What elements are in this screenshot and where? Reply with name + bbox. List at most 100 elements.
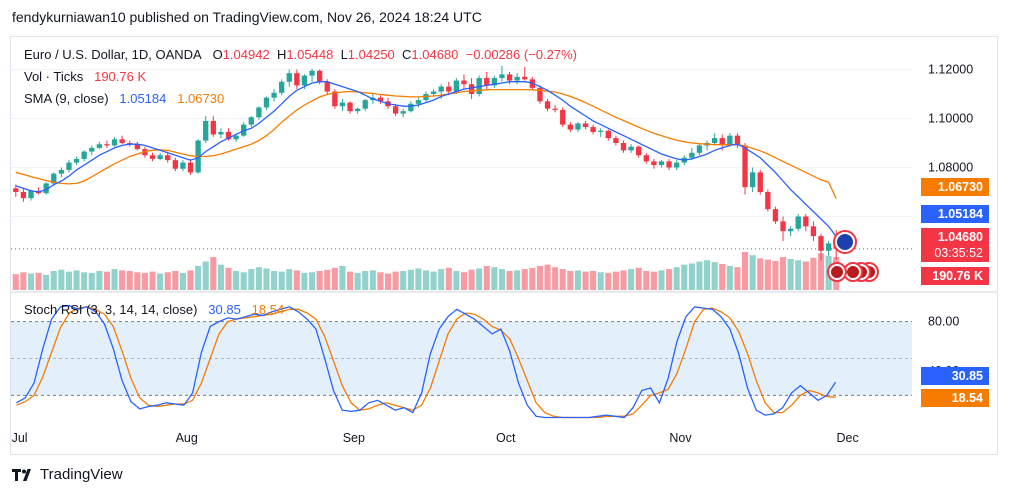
volume-bar	[35, 272, 42, 290]
grid	[11, 69, 997, 293]
candle-body	[491, 78, 498, 86]
stoch-lines	[16, 304, 837, 419]
volume-bar	[81, 272, 88, 290]
volume-bars	[12, 252, 840, 290]
candle-body	[392, 106, 399, 114]
candle-body	[66, 162, 72, 170]
candle-body	[674, 162, 680, 168]
volume-bar	[20, 272, 27, 290]
candle-body	[628, 146, 634, 151]
candle-body	[484, 78, 490, 86]
volume-bar	[582, 271, 589, 290]
volume-row: Vol · Ticks 190.76 K	[24, 66, 577, 88]
volume-bar	[590, 271, 597, 290]
volume-bar	[111, 269, 118, 290]
volume-bar	[43, 274, 50, 290]
candle-body	[696, 145, 703, 153]
volume-bar	[331, 267, 338, 290]
symbol-label[interactable]: Euro / U.S. Dollar, 1D, OANDA	[24, 47, 202, 62]
candle-body	[43, 183, 49, 194]
brand-label[interactable]: TradingView	[40, 466, 123, 483]
volume-bar	[65, 271, 73, 290]
volume-bar	[483, 265, 490, 290]
volume-bar	[202, 261, 209, 290]
price-tick-label: 1.08000	[928, 161, 973, 175]
candle-body	[347, 102, 353, 112]
candle-body	[795, 216, 801, 229]
candle-body	[468, 84, 475, 94]
candle-body	[165, 155, 171, 161]
volume-bar	[650, 271, 657, 290]
volume-bar	[248, 269, 255, 290]
volume-bar	[217, 264, 224, 290]
volume-value: 190.76 K	[94, 69, 147, 84]
candle-body	[749, 172, 756, 188]
volume-bar	[240, 272, 247, 290]
open-label: O	[212, 47, 223, 62]
candle-body	[727, 135, 733, 145]
candle-body	[187, 162, 194, 173]
volume-bar	[58, 269, 65, 290]
volume-bar	[88, 272, 95, 290]
candle-body	[218, 131, 224, 135]
footer: TradingView	[12, 466, 123, 483]
volume-bar	[27, 273, 35, 290]
volume-bar	[415, 268, 422, 290]
volume-bar	[726, 265, 733, 290]
candle-body	[506, 74, 513, 81]
low-label: L	[340, 47, 348, 62]
candle-body	[294, 73, 300, 86]
volume-bar	[271, 271, 278, 290]
candle-body	[400, 111, 406, 114]
volume-bar	[438, 269, 445, 290]
volume-bar	[422, 270, 430, 290]
candle-body	[279, 81, 285, 93]
volume-bar	[195, 265, 202, 290]
volume-bar	[119, 270, 126, 290]
candle-body	[119, 139, 125, 143]
volume-bar	[719, 264, 726, 290]
volume-label[interactable]: Vol · Ticks	[24, 69, 84, 84]
volume-bar	[552, 267, 559, 290]
sma-label[interactable]: SMA (9, close)	[24, 91, 109, 106]
us-flag-icon	[831, 266, 843, 278]
change-value: −0.00286 (−0.27%)	[465, 47, 577, 62]
stoch-tick-label: 80.00	[928, 315, 959, 329]
candle-body	[810, 226, 817, 237]
volume-bar	[704, 260, 711, 290]
volume-bar	[187, 270, 194, 290]
volume-bar	[597, 272, 604, 290]
chart-frame[interactable]	[10, 36, 998, 455]
volume-bar	[12, 274, 19, 290]
volume-bar	[134, 272, 141, 290]
candle-body	[104, 144, 110, 146]
candle-body	[620, 143, 627, 151]
last-price-value: 1.04680	[937, 230, 983, 244]
close-label: C	[402, 47, 412, 62]
bar-countdown: 03:35:52	[934, 246, 983, 260]
candle-body	[96, 144, 103, 148]
high-value: 1.05448	[286, 47, 334, 62]
candle-body	[522, 76, 528, 80]
candle-body	[111, 139, 118, 146]
volume-bar	[96, 271, 103, 290]
candle-body	[453, 80, 460, 92]
candle-body	[81, 151, 87, 159]
stoch-label[interactable]: Stoch RSI (3, 3, 14, 14, close)	[24, 302, 198, 317]
volume-bar	[255, 267, 262, 290]
stoch-k-line	[16, 304, 837, 419]
sma-slow-line	[15, 88, 837, 199]
candle-body	[149, 155, 156, 159]
candle-body	[719, 138, 725, 145]
volume-bar	[362, 271, 369, 290]
candle-body	[651, 161, 657, 166]
candle-body	[89, 147, 95, 152]
candle-body	[408, 103, 414, 112]
candle-body	[286, 73, 292, 82]
candle-body	[28, 190, 34, 199]
volume-bar	[453, 271, 460, 290]
candle-body	[51, 173, 57, 184]
volume-bar	[346, 271, 354, 290]
volume-bar	[369, 270, 376, 290]
